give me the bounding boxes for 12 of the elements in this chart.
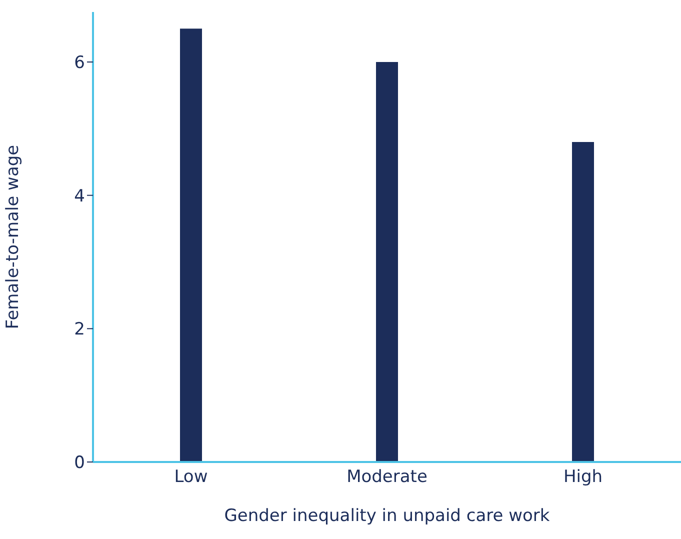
- x-tick-label: Moderate: [346, 467, 428, 488]
- y-tick-label: 0: [74, 453, 85, 474]
- bar: [180, 28, 202, 462]
- x-axis-title: Gender inequality in unpaid care work: [224, 506, 550, 526]
- y-tick-label: 6: [74, 53, 85, 74]
- bar: [376, 62, 398, 462]
- y-tick-label: 4: [74, 186, 85, 206]
- x-tick-label: High: [563, 467, 603, 488]
- bar: [572, 142, 594, 462]
- y-tick-label: 2: [74, 320, 85, 340]
- x-tick-label: Low: [174, 467, 208, 488]
- y-axis-title: Female-to-male wage: [3, 144, 24, 330]
